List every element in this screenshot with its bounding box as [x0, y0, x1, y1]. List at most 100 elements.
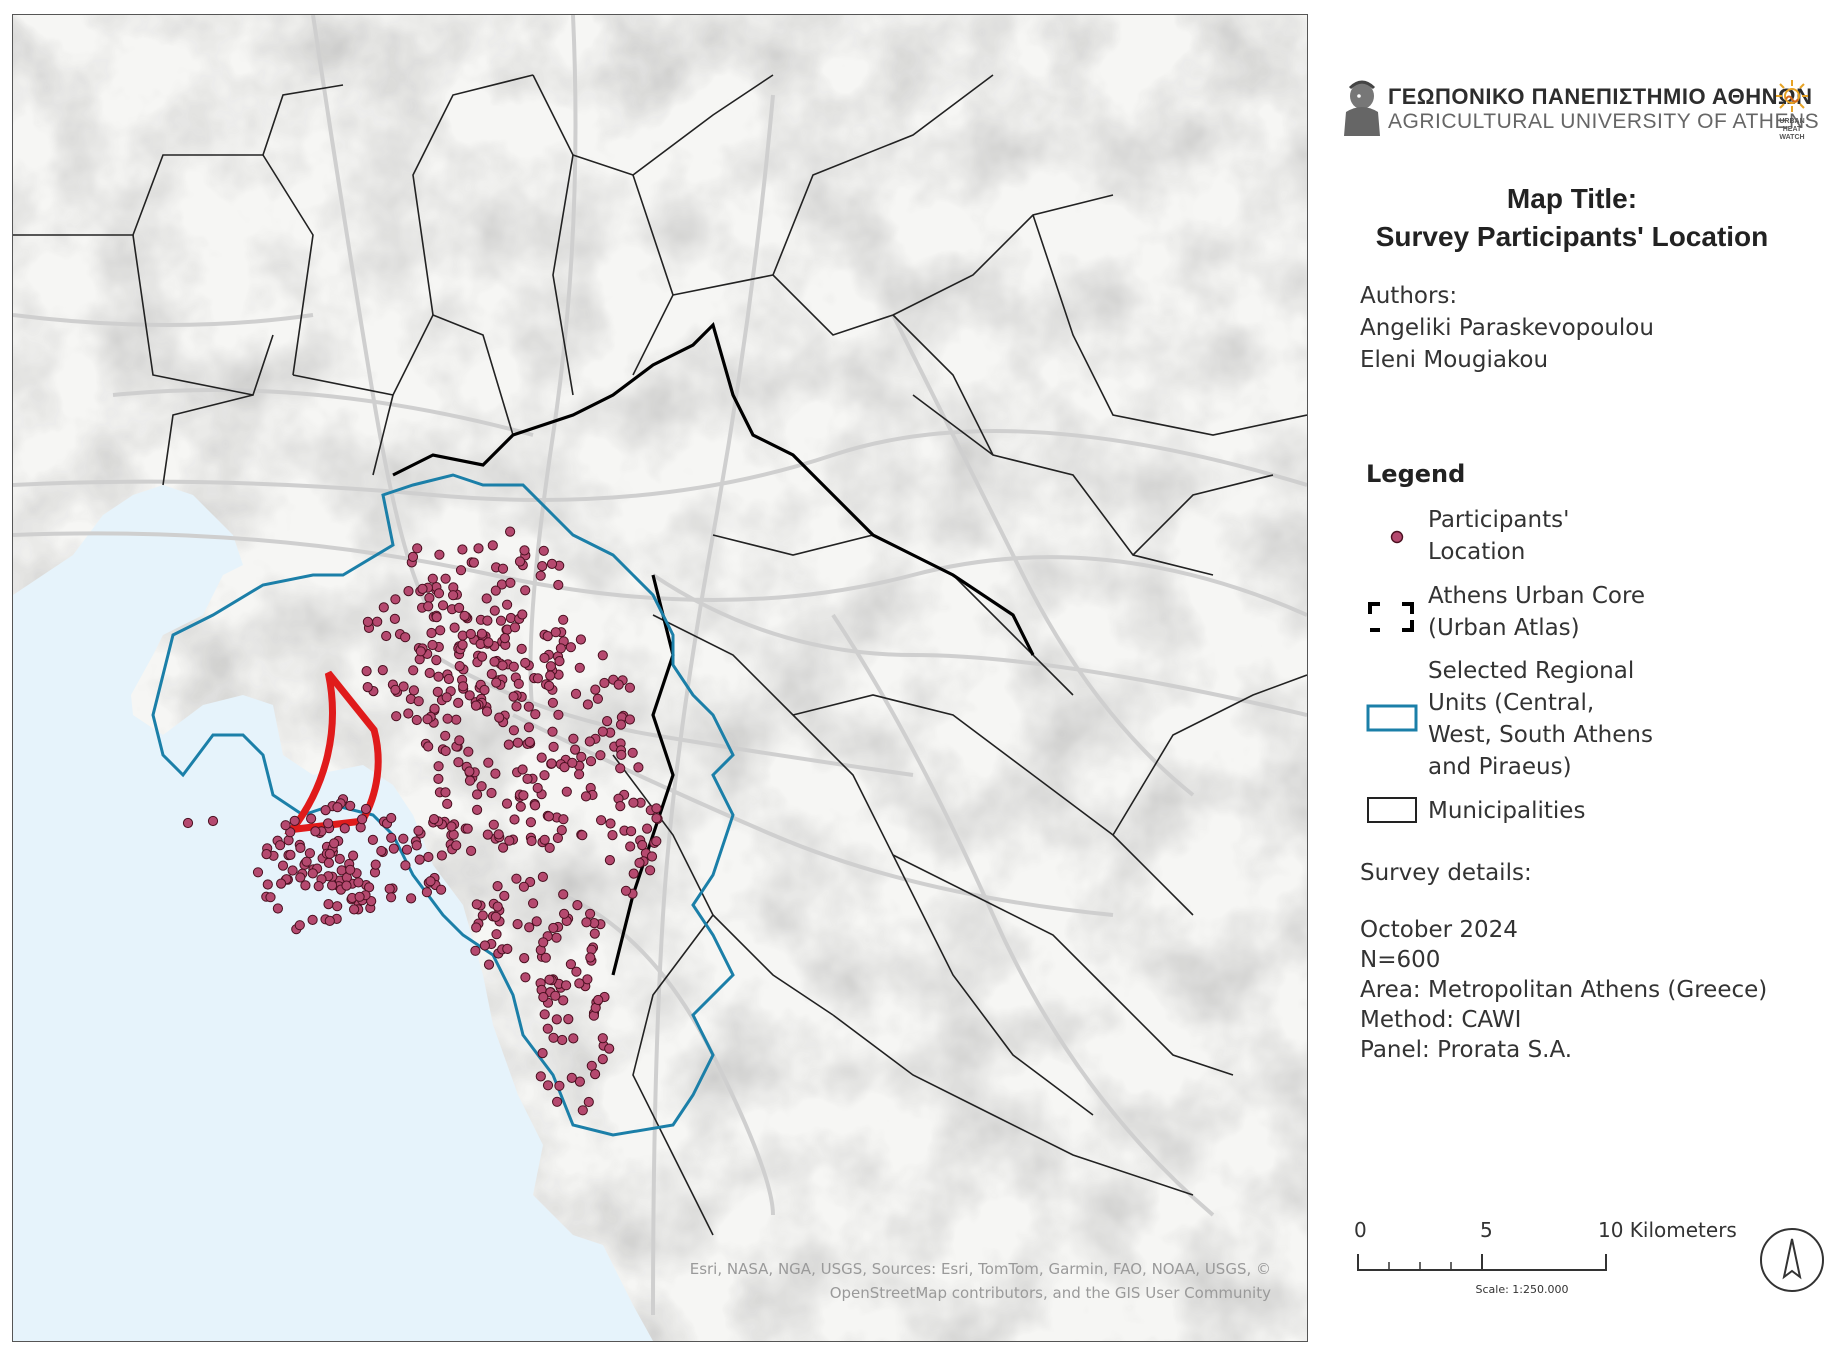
- legend-label-line: Units (Central,: [1428, 690, 1595, 716]
- participant-point: [624, 682, 636, 693]
- participant-point: [590, 1069, 601, 1080]
- participant-point: [323, 899, 334, 910]
- legend-label-line: Municipalities: [1428, 798, 1586, 824]
- road: [13, 313, 314, 327]
- participant-point: [596, 815, 607, 826]
- participant-point: [532, 782, 543, 794]
- participant-point: [390, 594, 401, 605]
- participant-point: [462, 823, 473, 834]
- participant-point: [551, 1014, 562, 1025]
- participant-point: [277, 860, 289, 871]
- participant-point: [451, 714, 462, 725]
- participant-point: [511, 701, 522, 712]
- participant-point: [494, 712, 505, 723]
- municipality-boundary: [372, 394, 394, 476]
- participant-point: [542, 1023, 553, 1034]
- participant-point: [557, 1034, 568, 1046]
- participant-point: [577, 830, 588, 841]
- participant-point: [423, 741, 434, 752]
- participant-point: [574, 662, 585, 673]
- participant-point: [411, 840, 422, 851]
- participant-point: [552, 832, 564, 844]
- participant-point: [545, 670, 556, 681]
- participant-point: [490, 911, 501, 923]
- participant-point: [457, 630, 468, 641]
- participant-point: [449, 622, 460, 633]
- municipality-boundary: [1132, 474, 1274, 556]
- participant-point: [442, 713, 453, 724]
- participant-point: [411, 714, 422, 726]
- participant-point: [523, 722, 535, 733]
- participant-point: [421, 887, 432, 898]
- participant-point: [386, 832, 397, 843]
- author-name: Angeliki Paraskevopoulou: [1360, 315, 1654, 341]
- participant-point: [360, 803, 372, 815]
- participant-point: [370, 859, 381, 870]
- participant-point: [455, 565, 467, 576]
- participant-point: [440, 573, 451, 584]
- participant-point: [454, 602, 465, 614]
- participant-point: [332, 802, 343, 813]
- partner-logo-line-1: URBAN: [1779, 118, 1805, 125]
- participant-point: [599, 677, 610, 689]
- legend-label-line: and Piraeus): [1428, 754, 1572, 780]
- participant-point: [412, 543, 423, 554]
- participant-point: [378, 602, 389, 613]
- participant-point: [483, 757, 494, 768]
- participant-point: [440, 730, 451, 741]
- participant-point: [582, 974, 593, 985]
- legend-symbol-urban-core: [1368, 602, 1414, 632]
- participant-point: [341, 880, 352, 891]
- participant-point: [584, 736, 595, 747]
- participant-point: [597, 1054, 608, 1065]
- participant-point: [482, 829, 493, 840]
- participant-point: [542, 1080, 554, 1091]
- participant-point: [398, 833, 409, 844]
- participant-point: [559, 908, 570, 919]
- participant-point: [477, 651, 488, 662]
- participant-point: [280, 820, 291, 831]
- municipality-boundary: [412, 74, 534, 316]
- participant-point: [440, 745, 451, 757]
- road: [891, 314, 1195, 797]
- participant-point: [512, 919, 523, 930]
- partner-logo-text: URBAN HEAT WATCH: [1762, 118, 1822, 142]
- participant-point: [567, 757, 578, 769]
- participant-point: [499, 633, 510, 644]
- participant-point: [272, 903, 283, 914]
- map-canvas[interactable]: Esri, NASA, NGA, USGS, Sources: Esri, To…: [12, 14, 1308, 1342]
- participant-point: [581, 917, 592, 928]
- municipality-boundary: [672, 274, 894, 336]
- participant-point: [537, 1048, 548, 1059]
- participant-point: [327, 880, 338, 891]
- participant-point: [542, 631, 553, 642]
- participant-point: [443, 673, 454, 685]
- participant-point: [437, 600, 449, 611]
- municipality-boundary: [792, 694, 1194, 916]
- participant-point: [424, 667, 435, 679]
- participant-point: [558, 889, 569, 900]
- legend-label-line: Location: [1428, 539, 1526, 565]
- participant-point: [593, 994, 604, 1006]
- municipality-boundary: [912, 394, 1214, 576]
- participant-point: [530, 800, 541, 811]
- participant-point: [576, 751, 587, 763]
- participant-point: [310, 826, 321, 837]
- participant-point: [602, 716, 613, 727]
- participant-point: [464, 690, 475, 701]
- participant-point: [431, 612, 442, 623]
- participant-point: [422, 714, 433, 725]
- participant-point: [488, 819, 499, 830]
- participant-point: [615, 719, 627, 730]
- legend-title: Legend: [1366, 460, 1466, 488]
- participant-point: [339, 823, 350, 834]
- participant-point: [561, 980, 572, 991]
- participant-point: [504, 835, 515, 846]
- participant-point: [550, 627, 561, 638]
- legend-symbol-participants: [1390, 530, 1404, 544]
- participant-point: [332, 901, 343, 912]
- participant-point: [538, 992, 549, 1003]
- participant-point: [543, 811, 555, 822]
- map-svg: [13, 15, 1307, 1341]
- road: [13, 429, 1307, 502]
